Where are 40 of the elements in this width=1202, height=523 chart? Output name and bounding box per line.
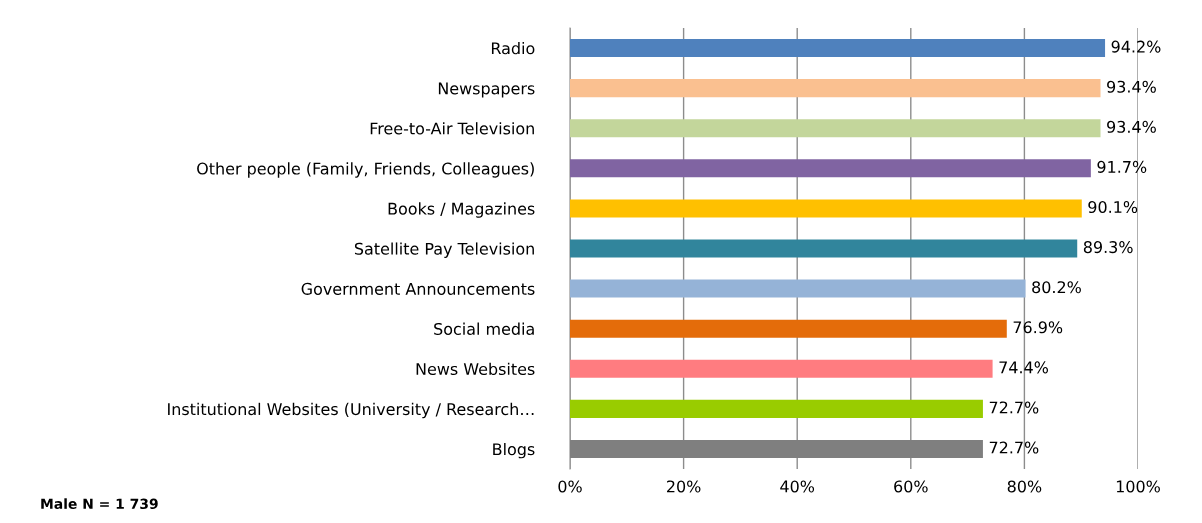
data-label: 91.7% [1097, 160, 1147, 173]
y-tick-label: Satellite Pay Television [354, 242, 534, 258]
y-tick-label: Free-to-Air Television [370, 122, 534, 135]
y-tick-label: Books / Magazines [388, 202, 535, 218]
x-tick-label: 100% [1116, 480, 1160, 493]
y-tick-label: Government Announcements [301, 282, 535, 295]
data-label: 76.9% [1013, 321, 1063, 334]
data-label: 74.4% [999, 361, 1049, 374]
bar [570, 399, 983, 418]
bar [570, 239, 1078, 258]
data-label: 89.3% [1083, 241, 1133, 254]
x-tick-label: 60% [894, 480, 928, 493]
bar [570, 199, 1082, 218]
x-tick-label: 40% [780, 480, 815, 493]
x-tick-label: 0% [558, 480, 582, 493]
x-tick-label: 20% [667, 480, 701, 493]
y-tick-label: Institutional Websites (University / Research… [168, 402, 534, 419]
data-label: 80.2% [1032, 281, 1081, 294]
y-tick-label: Social media [434, 322, 534, 335]
bar [570, 279, 1026, 298]
data-label: 72.7% [989, 401, 1039, 414]
data-label: 93.4% [1107, 80, 1156, 93]
text: Male N = 1 739 [41, 498, 158, 510]
data-label: 90.1% [1088, 200, 1138, 214]
y-tick-label: Newspapers [438, 82, 535, 98]
data-label: 94.2% [1111, 40, 1161, 53]
y-tick-label: Blogs [493, 442, 535, 459]
bar [570, 319, 1007, 338]
y-tick-label: Other people (Family, Friends, Colleagues) [197, 162, 534, 178]
data-label: 93.4% [1107, 120, 1156, 133]
x-tick-label: 80% [1007, 480, 1042, 493]
bar [570, 79, 1101, 98]
bar [570, 439, 983, 458]
bar [570, 39, 1106, 58]
bar [570, 359, 993, 378]
bar [570, 119, 1101, 138]
bar [570, 159, 1091, 178]
y-tick-label: Radio [491, 41, 535, 55]
data-label: 72.7% [989, 441, 1039, 454]
y-tick-label: News Websites [416, 362, 535, 376]
